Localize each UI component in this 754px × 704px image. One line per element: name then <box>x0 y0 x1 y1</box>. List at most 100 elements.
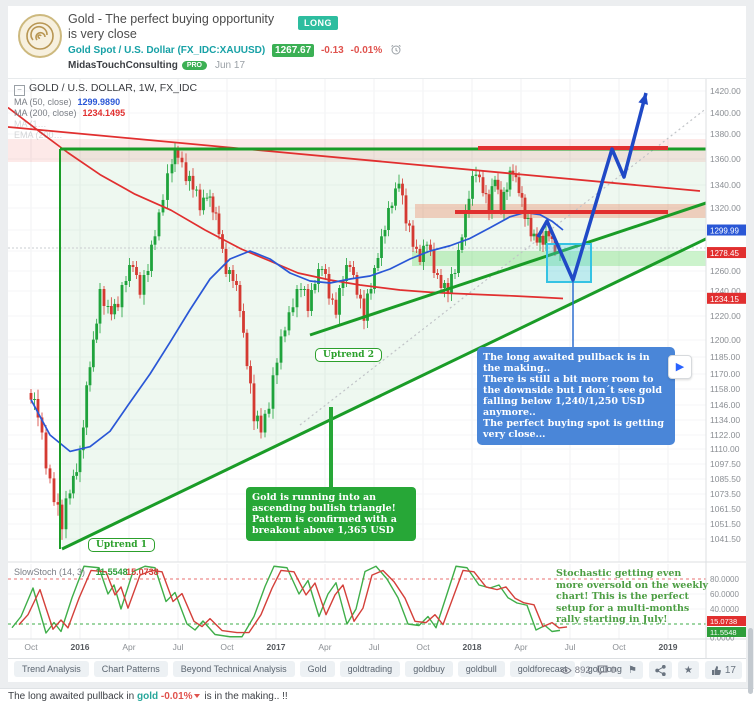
svg-text:2019: 2019 <box>659 642 678 652</box>
svg-text:1200.00: 1200.00 <box>710 335 741 345</box>
play-icon: ▶ <box>675 361 685 373</box>
tag-pill[interactable]: goldtrading <box>339 661 401 677</box>
star-icon: ★ <box>683 664 693 676</box>
tag-pill[interactable]: goldforecast <box>509 661 575 677</box>
svg-text:1185.00: 1185.00 <box>710 352 740 362</box>
stochastic-note[interactable]: Stochastic getting even more oversold on… <box>556 568 709 625</box>
scrollbar-thumb[interactable] <box>748 628 753 694</box>
svg-text:Oct: Oct <box>416 642 430 652</box>
bottom-status-bar[interactable]: The long awaited pullback in gold -0.01%… <box>0 688 754 704</box>
share-icon <box>655 664 666 676</box>
last-price-badge: 1267.67 <box>272 44 315 57</box>
triangle-note-box[interactable]: Gold is running into an ascending bullis… <box>246 487 416 541</box>
tags-row: Trend Analysis Chart Patterns Beyond Techn… <box>8 659 746 681</box>
tag-pill[interactable]: goldlong <box>579 661 630 677</box>
legend-faded-1[interactable]: MA (1… <box>14 119 47 129</box>
author-name[interactable]: MidasTouchConsulting <box>68 60 178 71</box>
svg-text:1146.00: 1146.00 <box>710 400 740 410</box>
views-count: 892 <box>560 665 591 676</box>
favorite-button[interactable]: ★ <box>677 661 699 679</box>
svg-text:Apr: Apr <box>514 642 527 652</box>
likes-count: 17 <box>724 664 736 676</box>
play-forward-button[interactable]: ▶ <box>668 355 692 379</box>
svg-text:Jul: Jul <box>565 642 576 652</box>
stoch-legend[interactable]: SlowStoch (14, 3) 11.5548 15.0738 <box>14 567 159 577</box>
svg-text:1420.00: 1420.00 <box>710 86 741 96</box>
svg-text:Oct: Oct <box>24 642 38 652</box>
svg-text:1240.00: 1240.00 <box>710 286 741 296</box>
idea-card: Gold - The perfect buying opportunity is… <box>8 6 746 682</box>
fingerprint-icon <box>26 22 54 50</box>
svg-text:1041.50: 1041.50 <box>710 534 741 544</box>
svg-text:Apr: Apr <box>122 642 135 652</box>
svg-text:80.0000: 80.0000 <box>710 575 739 584</box>
pullback-note-line2: There is still a bit more room to the do… <box>483 374 662 418</box>
svg-text:Oct: Oct <box>220 642 234 652</box>
svg-text:1234.15: 1234.15 <box>710 295 739 304</box>
pro-badge: PRO <box>181 61 207 70</box>
uptrend1-label[interactable]: Uptrend 1 <box>88 538 155 552</box>
svg-text:1320.00: 1320.00 <box>710 203 741 213</box>
flag-icon: ⚑ <box>627 664 637 676</box>
symbol-link[interactable]: Gold Spot / U.S. Dollar <box>68 45 175 56</box>
tag-pill[interactable]: Chart Patterns <box>93 661 168 677</box>
avatar[interactable] <box>18 14 62 58</box>
svg-text:1134.00: 1134.00 <box>710 415 740 425</box>
svg-text:Jul: Jul <box>369 642 380 652</box>
tag-pill[interactable]: goldbull <box>457 661 505 677</box>
tag-pill[interactable]: Gold <box>299 661 335 677</box>
thumb-up-icon <box>711 665 721 675</box>
pullback-note-line3: The perfect buying spot is getting very … <box>483 418 665 440</box>
status-change: -0.01% <box>160 691 193 702</box>
svg-text:1122.00: 1122.00 <box>710 430 740 440</box>
svg-text:1360.00: 1360.00 <box>710 154 741 164</box>
svg-text:1073.50: 1073.50 <box>710 489 741 499</box>
svg-text:1340.00: 1340.00 <box>710 180 741 190</box>
svg-text:1061.50: 1061.50 <box>710 504 741 514</box>
chart-region: 1420.00 1400.00 1380.00 1360.00 1340.00 1320.… <box>8 78 746 659</box>
svg-text:1158.00: 1158.00 <box>710 384 740 394</box>
legend-ma200[interactable]: MA (200, close) 1234.1495 <box>14 108 126 118</box>
chart-canvas[interactable]: 1420.00 1400.00 1380.00 1360.00 1340.00 1320.… <box>8 79 746 659</box>
tag-pill[interactable]: Beyond Technical Analysis <box>172 661 295 677</box>
svg-text:1097.50: 1097.50 <box>710 459 741 469</box>
legend-title[interactable]: − GOLD / U.S. DOLLAR, 1W, FX_IDC <box>14 82 197 96</box>
report-button[interactable]: ⚑ <box>621 661 643 679</box>
price-change-pct: -0.01% <box>350 45 383 56</box>
svg-text:15.0738: 15.0738 <box>710 617 737 626</box>
eye-icon <box>560 666 572 674</box>
comments-count[interactable]: 0 <box>597 665 616 676</box>
svg-text:60.0000: 60.0000 <box>710 590 739 599</box>
tag-pill[interactable]: goldbuy <box>405 661 453 677</box>
svg-text:1220.00: 1220.00 <box>710 311 741 321</box>
publish-date: Jun 17 <box>214 60 246 71</box>
pullback-note-box[interactable]: The long awaited pullback is in the maki… <box>477 347 675 445</box>
tag-pill[interactable]: Trend Analysis <box>14 661 89 677</box>
svg-text:11.5548: 11.5548 <box>710 628 737 637</box>
pullback-note-line1: The long awaited pullback is in the maki… <box>483 352 650 374</box>
comment-icon <box>597 665 608 675</box>
svg-text:2017: 2017 <box>267 642 286 652</box>
candles-layer <box>29 142 562 540</box>
status-symbol-link[interactable]: gold <box>136 691 159 702</box>
svg-text:2018: 2018 <box>463 642 482 652</box>
svg-text:1085.50: 1085.50 <box>710 474 741 484</box>
status-suffix: is in the making.. !! <box>204 691 288 702</box>
alert-clock-icon[interactable] <box>390 44 402 55</box>
svg-text:1260.00: 1260.00 <box>710 266 741 276</box>
symbol-line: Gold Spot / U.S. Dollar (FX_IDC:XAUUSD) … <box>68 44 402 57</box>
idea-title[interactable]: Gold - The perfect buying opportunity is… <box>68 12 275 41</box>
stoch-d-value: 15.0738 <box>126 567 159 577</box>
uptrend2-label[interactable]: Uptrend 2 <box>315 348 382 362</box>
svg-text:1278.45: 1278.45 <box>710 249 739 258</box>
symbol-code[interactable]: (FX_IDC:XAUUSD) <box>177 45 266 56</box>
chevron-down-icon[interactable] <box>193 694 200 698</box>
legend-faded-2[interactable]: EMA (200… <box>14 130 63 140</box>
share-button[interactable] <box>648 661 672 679</box>
svg-text:1051.50: 1051.50 <box>710 519 741 529</box>
collapse-icon[interactable]: − <box>14 85 25 96</box>
chart-legend[interactable]: − GOLD / U.S. DOLLAR, 1W, FX_IDC MA (50, … <box>14 82 197 140</box>
agree-button[interactable]: 17 <box>704 661 742 679</box>
legend-ma50[interactable]: MA (50, close) 1299.9890 <box>14 97 121 107</box>
